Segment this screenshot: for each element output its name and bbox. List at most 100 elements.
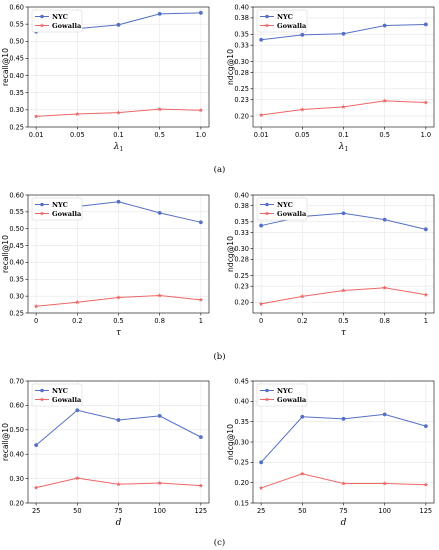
legend-box	[256, 383, 308, 407]
x-axis-label: d	[116, 518, 122, 528]
y-tick-label: 0.30	[9, 106, 24, 114]
chart-1-right: 0.01 0.05 0.1 0.5 1.0 0.20 0.23 0.25 0.28 0.30 0.3…	[226, 3, 435, 153]
x-tick-label: 25	[257, 507, 265, 515]
x-tick-label: 75	[114, 507, 122, 515]
x-tick-label: 1	[424, 317, 428, 325]
legend-box	[31, 197, 83, 221]
y-tick-label: 0.20	[234, 112, 249, 120]
data-point-nyc	[259, 37, 264, 42]
x-tick-label: 0.1	[338, 131, 349, 139]
chart-2-right: 0 0.2 0.5 0.8 1 0.20 0.23 0.25 0.28 0.30 0.33 0.35 0…	[226, 191, 435, 338]
data-point-gowalla	[341, 481, 346, 486]
legend-marker-gowalla	[264, 397, 270, 402]
x-axis-label: λ1	[338, 142, 349, 153]
chart-1-left: 0.01 0.05 0.1 0.5 1.0 0.25 0.30 0.35 0.40 0.45 0.5…	[1, 3, 210, 153]
data-point-nyc	[341, 416, 346, 421]
y-tick-label: 0.23	[234, 282, 249, 290]
y-tick-label: 0.40	[9, 72, 24, 80]
legend-marker-nyc	[40, 388, 44, 393]
data-point-gowalla	[198, 297, 204, 302]
data-point-gowalla	[300, 107, 305, 112]
panel-caption-b: (b)	[213, 351, 225, 362]
y-tick-label: 0.20	[9, 499, 24, 507]
plot-frame	[252, 6, 435, 128]
data-point-gowalla	[75, 111, 80, 116]
x-tick-label: 0	[259, 317, 263, 325]
x-axis-label: τ	[116, 328, 122, 338]
legend-marker-nyc	[40, 202, 44, 207]
x-tick-label: 0.2	[72, 317, 83, 325]
data-point-gowalla	[382, 481, 387, 486]
y-axis-label: recall@10	[1, 423, 10, 461]
y-tick-label: 0.30	[234, 58, 249, 66]
x-tick-label: 0.8	[379, 317, 390, 325]
y-tick-label: 0.70	[9, 377, 24, 385]
data-point-nyc	[423, 22, 428, 27]
x-tick-label: 0.5	[154, 131, 165, 139]
data-point-nyc	[341, 211, 346, 216]
data-point-gowalla	[258, 301, 264, 306]
x-tick-label: 100	[153, 507, 166, 515]
data-point-gowalla	[116, 110, 121, 115]
data-point-gowalla	[423, 100, 429, 105]
data-point-gowalla	[116, 295, 121, 300]
legend-box	[31, 9, 83, 33]
data-point-nyc	[198, 220, 203, 225]
data-point-gowalla	[33, 303, 39, 309]
y-tick-label: 0.30	[9, 292, 24, 300]
y-tick-label: 0.30	[9, 475, 24, 483]
data-point-gowalla	[300, 293, 305, 299]
x-tick-label: 0.05	[70, 131, 85, 139]
legend-box	[256, 9, 308, 33]
x-tick-label: 0.1	[113, 131, 124, 139]
y-tick-label: 0.50	[9, 38, 24, 46]
plot-frame	[27, 194, 210, 314]
data-point-gowalla	[116, 481, 121, 487]
data-point-nyc	[198, 435, 203, 440]
y-tick-label: 0.55	[9, 20, 24, 28]
legend-marker-gowalla	[264, 211, 270, 216]
legend-marker-nyc	[265, 202, 269, 207]
x-tick-label: 100	[378, 507, 391, 515]
legend-label-gowalla: Gowalla	[52, 22, 82, 30]
y-axis-label: ndcg@10	[226, 236, 235, 272]
legend-label-gowalla: Gowalla	[277, 210, 307, 218]
y-tick-label: 0.30	[234, 245, 249, 253]
x-tick-label: 0.01	[29, 131, 44, 139]
data-point-gowalla	[341, 104, 346, 109]
legend-label-nyc: NYC	[52, 387, 68, 395]
legend-label-gowalla: Gowalla	[277, 396, 307, 404]
data-point-nyc	[300, 414, 305, 419]
x-tick-label: 0	[34, 317, 38, 325]
x-tick-label: 1	[199, 317, 203, 325]
y-tick-label: 0.40	[234, 398, 249, 406]
x-tick-label: 0.5	[113, 317, 124, 325]
y-tick-label: 0.20	[234, 479, 249, 487]
y-tick-label: 0.45	[9, 242, 24, 250]
y-tick-label: 0.25	[9, 123, 24, 131]
x-tick-label: 1.0	[421, 131, 432, 139]
data-point-gowalla	[382, 285, 387, 290]
y-tick-label: 0.20	[234, 299, 249, 307]
y-tick-label: 0.40	[9, 451, 24, 459]
legend-marker-nyc	[265, 14, 269, 19]
y-tick-label: 0.38	[234, 14, 249, 22]
y-tick-label: 0.15	[234, 499, 249, 507]
legend-marker-nyc	[40, 14, 44, 19]
data-point-gowalla	[157, 480, 162, 485]
data-point-nyc	[382, 23, 387, 28]
data-point-nyc	[423, 424, 428, 429]
y-tick-label: 0.55	[9, 208, 24, 216]
x-tick-label: 1.0	[196, 131, 207, 139]
y-tick-label: 0.40	[234, 191, 249, 199]
data-point-nyc	[75, 408, 80, 413]
plot-frame	[27, 380, 210, 504]
x-tick-label: 0.2	[297, 317, 308, 325]
x-tick-label: 125	[420, 507, 433, 515]
legend-marker-gowalla	[264, 23, 270, 28]
legend-marker-gowalla	[39, 211, 45, 216]
legend-label-gowalla: Gowalla	[52, 396, 82, 404]
y-tick-label: 0.25	[234, 459, 249, 467]
data-point-gowalla	[198, 107, 204, 113]
data-point-nyc	[34, 443, 39, 448]
